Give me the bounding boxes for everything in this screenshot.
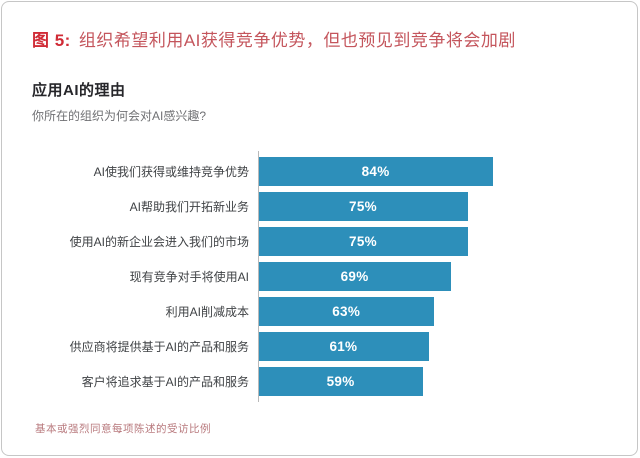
chart-row: 现有竞争对手将使用AI 69% — [32, 262, 607, 291]
bar-value-label: 59% — [326, 374, 355, 389]
chart-row: 供应商将提供基于AI的产品和服务 61% — [32, 332, 607, 361]
category-label: AI使我们获得或维持竞争优势 — [93, 165, 249, 179]
category-label: 使用AI的新企业会进入我们的市场 — [69, 235, 249, 249]
chart-row: AI帮助我们开拓新业务 75% — [32, 192, 607, 221]
figure-title: 图 5: 组织希望利用AI获得竞争优势，但也预见到竞争将会加剧 — [32, 29, 607, 53]
chart-row: 使用AI的新企业会进入我们的市场 75% — [32, 227, 607, 256]
chart-row: 客户将追求基于AI的产品和服务 59% — [32, 367, 607, 396]
bar: 69% — [258, 262, 452, 291]
bar-value-label: 75% — [349, 199, 377, 214]
bar-value-label: 61% — [329, 339, 358, 354]
bar: 75% — [258, 192, 468, 221]
category-label: 供应商将提供基于AI的产品和服务 — [69, 340, 249, 354]
category-label: 利用AI削减成本 — [165, 305, 249, 319]
figure-title-text: 组织希望利用AI获得竞争优势，但也预见到竞争将会加剧 — [78, 31, 516, 50]
bar: 61% — [258, 332, 429, 361]
bar-value-label: 63% — [332, 304, 361, 319]
bar: 63% — [258, 297, 435, 326]
bar: 84% — [258, 157, 494, 186]
category-label: 客户将追求基于AI的产品和服务 — [81, 375, 249, 389]
bar: 75% — [258, 227, 468, 256]
chart-footnote: 基本或强烈同意每项陈述的受访比例 — [35, 423, 211, 435]
chart-question: 你所在的组织为何会对AI感兴趣? — [32, 109, 207, 123]
chart-row: 利用AI削减成本 63% — [32, 297, 607, 326]
figure-number-label: 图 5: — [32, 31, 71, 50]
chart-row: AI使我们获得或维持竞争优势 84% — [32, 157, 607, 186]
bar-chart: AI使我们获得或维持竞争优势 84% AI帮助我们开拓新业务 75% 使用AI的新企业会… — [32, 151, 607, 402]
bar-value-label: 75% — [349, 234, 377, 249]
bar: 59% — [258, 367, 424, 396]
bar-value-label: 69% — [340, 269, 369, 284]
axis-line — [258, 151, 259, 402]
category-label: 现有竞争对手将使用AI — [129, 270, 249, 284]
chart-heading: 应用AI的理由 — [32, 82, 126, 99]
bar-value-label: 84% — [361, 164, 390, 179]
category-label: AI帮助我们开拓新业务 — [129, 200, 249, 214]
